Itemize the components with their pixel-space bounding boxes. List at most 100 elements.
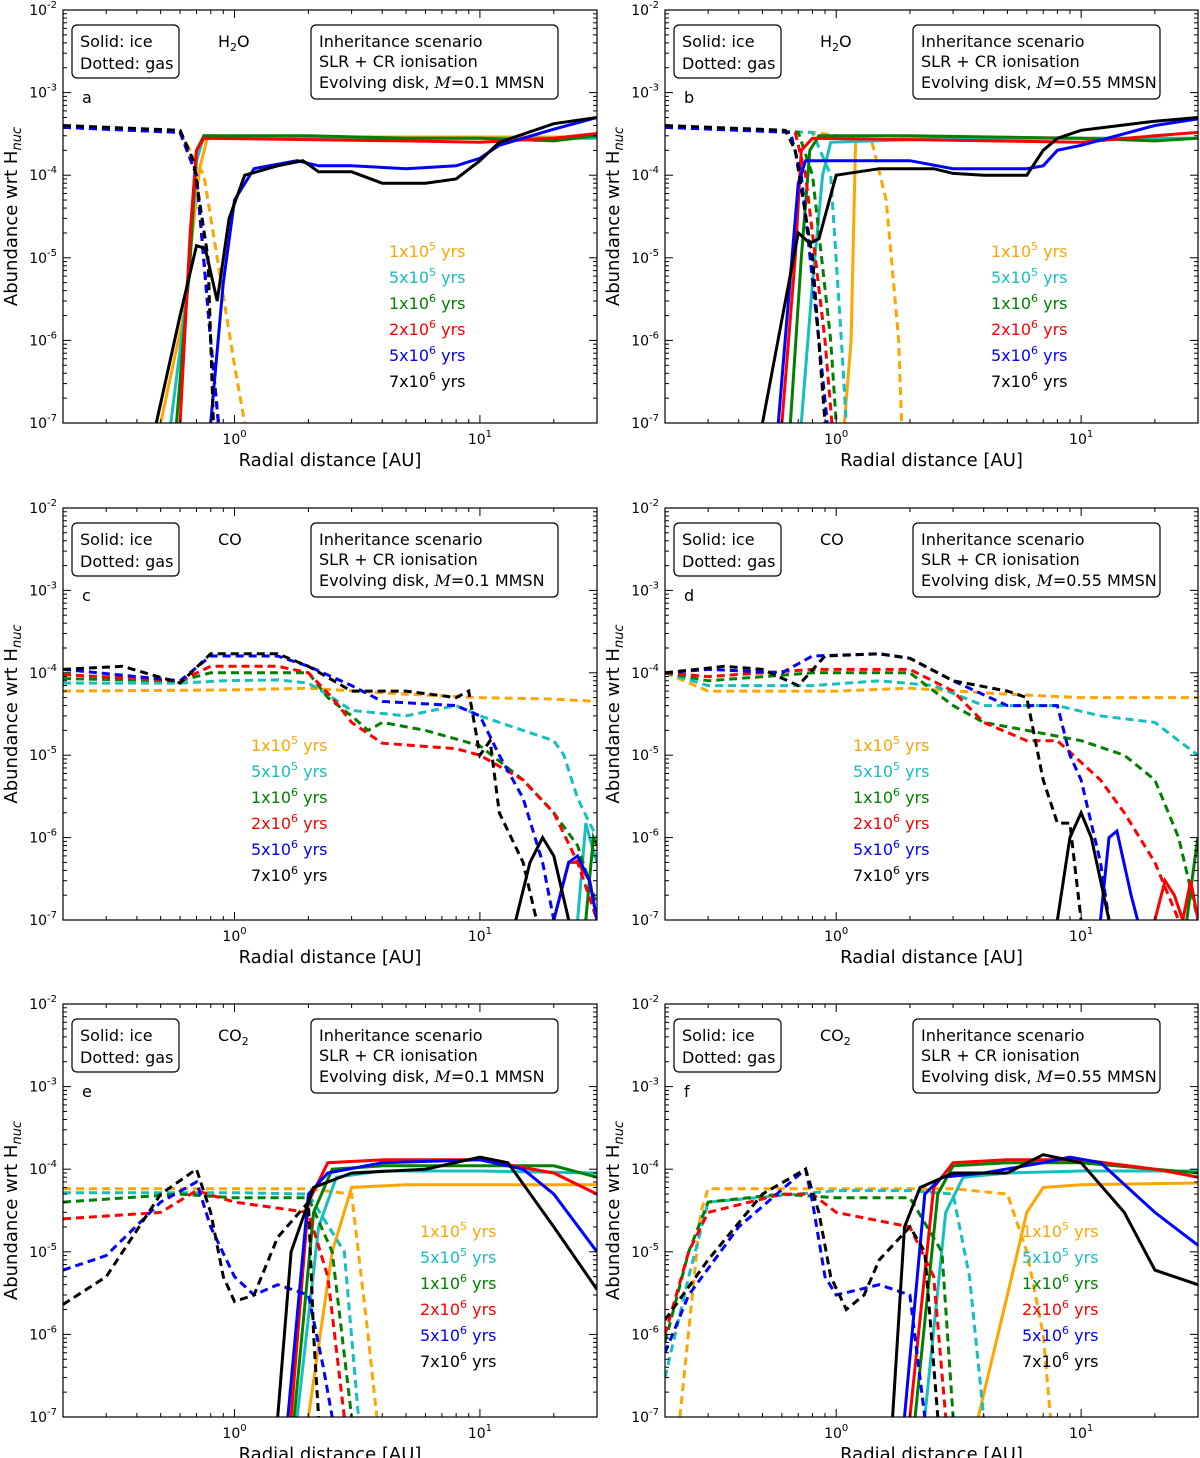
- line-style-legend-box: [673, 24, 782, 79]
- line-style-legend-box: [71, 24, 180, 79]
- x-axis-label: Radial distance [AU]: [840, 450, 1023, 471]
- legend-dotted-gas: Dotted: gas: [682, 552, 775, 571]
- gas-line-series-0: [678, 1187, 1052, 1417]
- axes-frame: [62, 507, 598, 921]
- y-tick-label: 10-2: [29, 0, 57, 19]
- plot-area: [665, 1153, 1198, 1417]
- y-tick-label: 10-7: [631, 413, 659, 432]
- panel-d: 10-7 10-6 10-5 10-4 10-3 10-2 100 101 Radial dis…: [603, 498, 1199, 968]
- species-label: CO: [820, 530, 844, 549]
- series-legend-item-1: 5x105 yrs: [420, 1246, 496, 1267]
- scenario-line-1: Inheritance scenario: [319, 530, 483, 549]
- y-tick-label: 10-6: [631, 1324, 659, 1343]
- plot-area: [63, 1155, 597, 1417]
- ice-line-series-5: [761, 116, 1198, 423]
- x-tick-label: 101: [1069, 926, 1093, 945]
- x-tick-label: 101: [468, 429, 492, 448]
- series-legend-item-4: 5x106 yrs: [389, 344, 465, 365]
- series-legend-item-1: 5x105 yrs: [991, 266, 1067, 287]
- gas-line-series-1: [63, 678, 597, 839]
- series-legend-item-1: 5x105 yrs: [389, 266, 465, 287]
- gas-line-series-0: [63, 686, 597, 703]
- legend-solid-ice: Solid: ice: [682, 530, 755, 549]
- y-tick-label: 10-5: [631, 745, 659, 764]
- ice-line-series-4: [903, 1155, 1198, 1417]
- y-tick-label: 10-6: [631, 330, 659, 349]
- y-tick-label: 10-3: [29, 1077, 57, 1096]
- plot-area: [63, 652, 597, 920]
- y-axis-label: Abundance wrt Hnuc: [603, 1121, 627, 1300]
- y-tick-label: 10-7: [29, 413, 57, 432]
- y-tick-label: 10-3: [631, 83, 659, 102]
- y-axis-label: Abundance wrt Hnuc: [1, 127, 25, 306]
- axes-frame: [62, 1003, 598, 1418]
- gas-line-series-2: [665, 1192, 955, 1417]
- scenario-line-3: Evolving disk, M=0.55 MMSN: [921, 73, 1157, 92]
- gas-line-series-0: [63, 125, 247, 423]
- scenario-line-2: SLR + CR ionisation: [921, 550, 1080, 569]
- y-tick-label: 10-7: [29, 910, 57, 929]
- x-tick-label: 100: [222, 429, 246, 448]
- ice-line-series-0: [159, 134, 597, 423]
- panel-a: 10-7 10-6 10-5 10-4 10-3 10-2 100 101 Radial dis…: [1, 0, 598, 471]
- gas-line-series-3: [63, 664, 597, 920]
- legend-solid-ice: Solid: ice: [682, 32, 755, 51]
- panel-letter: e: [82, 1082, 92, 1101]
- y-tick-label: 10-6: [29, 828, 57, 847]
- x-tick-label: 100: [222, 1423, 246, 1442]
- y-axis-label: Abundance wrt Hnuc: [603, 127, 627, 306]
- y-tick-label: 10-7: [29, 1407, 57, 1426]
- y-tick-label: 10-6: [29, 330, 57, 349]
- gas-line-series-1: [665, 671, 1198, 757]
- x-tick-label: 101: [1069, 1423, 1093, 1442]
- series-legend-item-5: 7x106 yrs: [853, 864, 929, 885]
- panel-letter: b: [684, 88, 694, 107]
- y-tick-label: 10-2: [29, 498, 57, 517]
- series-legend-item-4: 5x106 yrs: [991, 344, 1067, 365]
- ice-line-series-2: [292, 1164, 597, 1417]
- scenario-line-2: SLR + CR ionisation: [319, 1046, 478, 1065]
- scenario-box: [912, 1018, 1161, 1094]
- gas-line-series-0: [665, 671, 1198, 700]
- legend-solid-ice: Solid: ice: [80, 32, 153, 51]
- species-label: H2O: [820, 32, 852, 54]
- series-legend-item-1: 5x105 yrs: [1022, 1246, 1098, 1267]
- y-tick-label: 10-4: [631, 1159, 659, 1178]
- y-tick-label: 10-5: [29, 1242, 57, 1261]
- legend-dotted-gas: Dotted: gas: [80, 54, 173, 73]
- gas-line-series-5: [665, 124, 827, 423]
- y-tick-label: 10-5: [29, 248, 57, 267]
- y-tick-label: 10-4: [631, 165, 659, 184]
- plot-area: [63, 116, 597, 423]
- gas-line-series-4: [63, 125, 220, 423]
- series-legend-item-3: 2x106 yrs: [991, 318, 1067, 339]
- series-legend-item-0: 1x105 yrs: [389, 240, 465, 261]
- gas-line-series-0: [63, 1187, 379, 1417]
- ice-line-series-0: [306, 1183, 597, 1417]
- ice-line-series-4: [1099, 828, 1140, 920]
- scenario-line-1: Inheritance scenario: [319, 32, 483, 51]
- ice-line-series-3: [1153, 876, 1198, 920]
- gas-line-series-5: [665, 1166, 940, 1417]
- gas-line-series-1: [665, 125, 848, 423]
- x-tick-label: 101: [468, 1423, 492, 1442]
- series-legend-item-3: 2x106 yrs: [1022, 1298, 1098, 1319]
- legend-solid-ice: Solid: ice: [80, 1026, 153, 1045]
- y-tick-label: 10-2: [631, 994, 659, 1013]
- ice-line-series-4: [776, 117, 1198, 423]
- series-legend-item-2: 1x106 yrs: [420, 1272, 496, 1293]
- x-tick-label: 101: [468, 926, 492, 945]
- gas-line-series-3: [63, 1188, 346, 1417]
- x-tick-label: 100: [824, 1423, 848, 1442]
- series-legend-item-1: 5x105 yrs: [853, 760, 929, 781]
- ice-line-series-1: [169, 134, 597, 423]
- series-legend-item-0: 1x105 yrs: [853, 734, 929, 755]
- ice-line-series-4: [209, 116, 597, 423]
- series-legend-item-5: 7x106 yrs: [420, 1350, 496, 1371]
- ice-line-series-1: [295, 1169, 597, 1417]
- plot-area: [665, 652, 1198, 920]
- y-axis-label: Abundance wrt Hnuc: [1, 624, 25, 803]
- scenario-line-2: SLR + CR ionisation: [921, 52, 1080, 71]
- series-legend-item-2: 1x106 yrs: [251, 786, 327, 807]
- panel-letter: c: [82, 586, 91, 605]
